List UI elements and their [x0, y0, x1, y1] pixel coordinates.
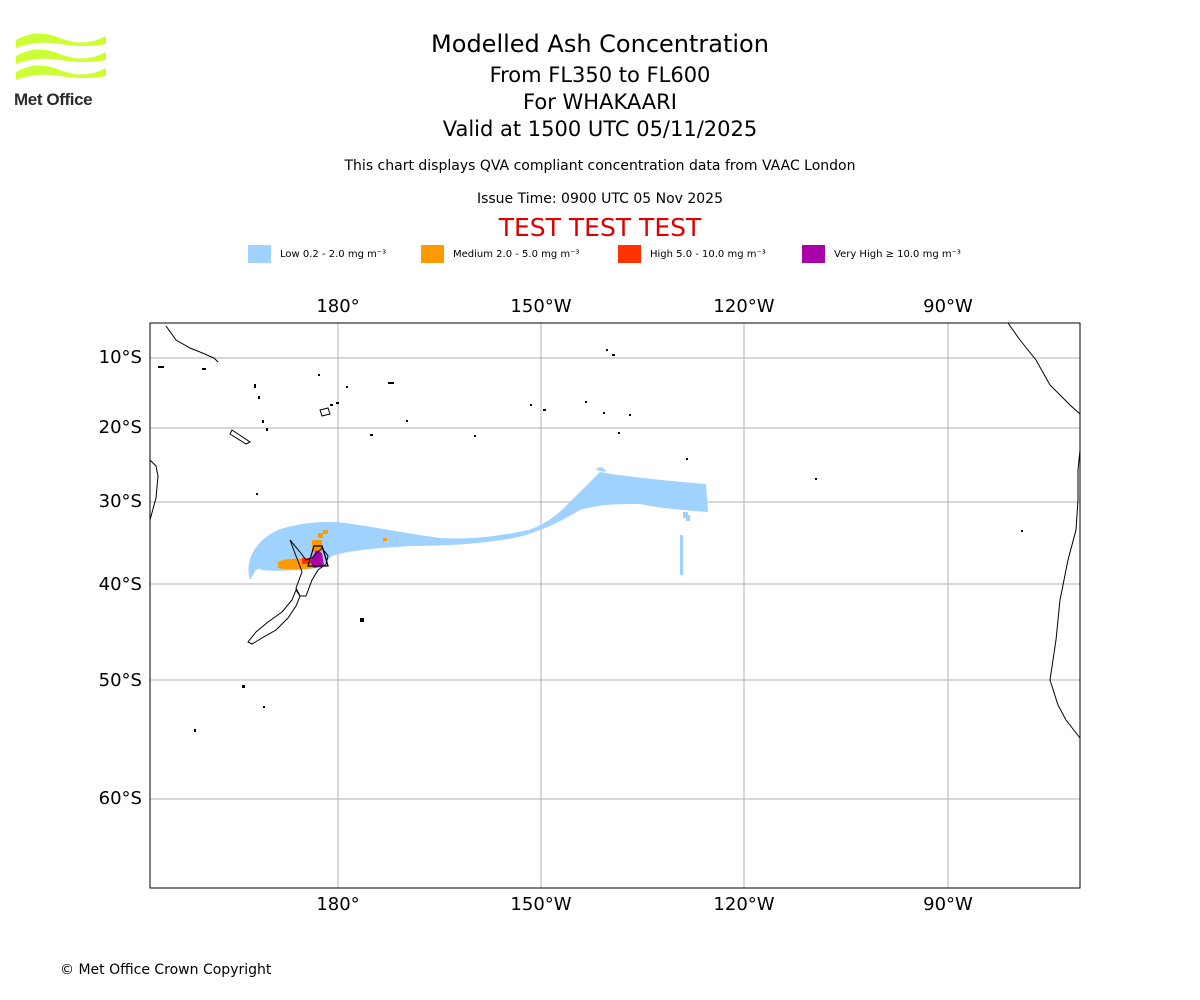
copyright: © Met Office Crown Copyright [60, 962, 272, 978]
lon-label-bottom: 150°W [510, 894, 571, 915]
volcano-marker [307, 545, 329, 567]
lon-label-bottom: 180° [316, 894, 359, 915]
legend-swatch-high [618, 245, 641, 263]
legend-item-low: Low 0.2 - 2.0 mg m⁻³ [248, 244, 386, 264]
legend-label-high: High 5.0 - 10.0 mg m⁻³ [650, 248, 766, 260]
map-gridlines [150, 323, 1080, 888]
volcano-name: For WHAKAARI [523, 90, 677, 114]
legend-item-medium: Medium 2.0 - 5.0 mg m⁻³ [421, 244, 579, 264]
legend-swatch-low [248, 245, 271, 263]
coastlines [149, 322, 1081, 739]
met-office-logo: Met Office [14, 30, 110, 114]
south-america-north [1007, 322, 1081, 415]
flight-levels: From FL350 to FL600 [489, 63, 711, 87]
ash-high [302, 558, 310, 564]
test-banner: TEST TEST TEST [498, 213, 702, 242]
new-caledonia [229, 429, 251, 445]
compliance-note: This chart displays QVA compliant concen… [344, 158, 856, 174]
lat-label: 40°S [99, 574, 142, 595]
lat-label: 60°S [99, 788, 142, 809]
solomon-islands-2 [199, 351, 219, 363]
lon-label-top: 150°W [510, 296, 571, 317]
ash-low-plume [248, 467, 708, 580]
lon-label-top: 180° [316, 296, 359, 317]
logo-text: Met Office [14, 90, 93, 109]
legend-item-high: High 5.0 - 10.0 mg m⁻³ [618, 244, 766, 264]
lat-label: 30°S [99, 491, 142, 512]
legend-label-very-high: Very High ≥ 10.0 mg m⁻³ [834, 248, 961, 260]
lat-label: 20°S [99, 417, 142, 438]
australia-coast [149, 459, 159, 521]
nz-south-island [247, 588, 301, 645]
chart-title: Modelled Ash Concentration [431, 30, 769, 58]
solomon-islands [165, 325, 201, 353]
lon-label-top: 120°W [713, 296, 774, 317]
lon-label-bottom: 120°W [713, 894, 774, 915]
legend-swatch-medium [421, 245, 444, 263]
issue-time: Issue Time: 0900 UTC 05 Nov 2025 [476, 191, 724, 207]
legend-item-very-high: Very High ≥ 10.0 mg m⁻³ [802, 244, 961, 264]
lon-label-top: 90°W [923, 296, 973, 317]
legend: Low 0.2 - 2.0 mg m⁻³ Medium 2.0 - 5.0 mg… [248, 244, 1008, 264]
small-islands [158, 349, 1023, 732]
fiji [319, 407, 331, 417]
map-frame [149, 322, 1081, 889]
lat-label: 50°S [99, 670, 142, 691]
met-office-waves-icon [16, 33, 106, 80]
ash-very-high [310, 550, 324, 568]
lat-label: 10°S [99, 347, 142, 368]
valid-time: Valid at 1500 UTC 05/11/2025 [442, 117, 758, 141]
lon-label-bottom: 90°W [923, 894, 973, 915]
legend-swatch-very-high [802, 245, 825, 263]
legend-label-medium: Medium 2.0 - 5.0 mg m⁻³ [453, 248, 580, 260]
south-america-south [1049, 449, 1081, 739]
legend-label-low: Low 0.2 - 2.0 mg m⁻³ [280, 248, 387, 260]
